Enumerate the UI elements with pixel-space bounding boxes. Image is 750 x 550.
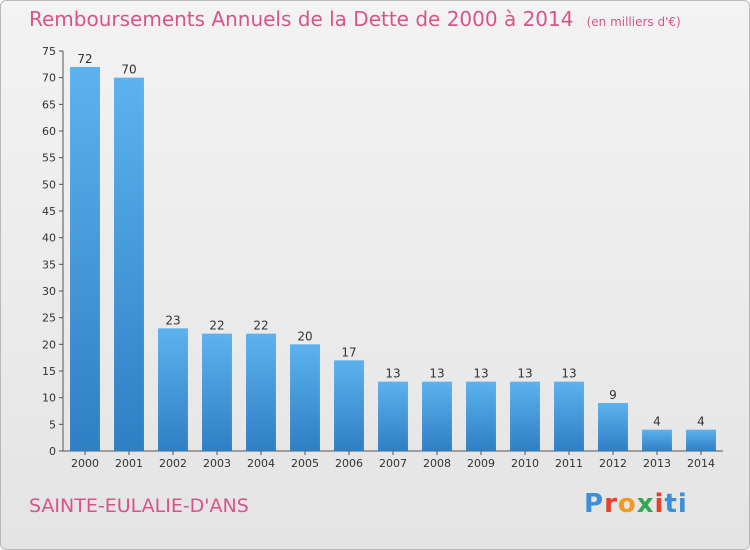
bar <box>598 403 628 451</box>
y-tick-label: 20 <box>42 338 56 351</box>
y-tick-label: 10 <box>42 392 56 405</box>
bar <box>290 344 320 451</box>
data-label: 13 <box>385 367 400 381</box>
x-tick-label: 2010 <box>511 457 539 470</box>
chart-title: Remboursements Annuels de la Dette de 20… <box>29 7 681 31</box>
data-label: 20 <box>297 329 312 343</box>
data-label: 13 <box>561 367 576 381</box>
data-label: 4 <box>653 415 661 429</box>
bar <box>466 381 496 451</box>
y-tick-label: 75 <box>42 45 56 58</box>
bar <box>70 67 100 451</box>
x-tick-label: 2008 <box>423 457 451 470</box>
data-label: 13 <box>429 367 444 381</box>
data-label: 13 <box>473 367 488 381</box>
y-tick-label: 55 <box>42 152 56 165</box>
x-tick-label: 2007 <box>379 457 407 470</box>
chart-unit-note: (en milliers d'€) <box>586 15 681 29</box>
y-tick-label: 5 <box>49 418 56 431</box>
logo-letter: x <box>636 489 655 519</box>
bar <box>686 429 716 451</box>
y-tick-label: 45 <box>42 205 56 218</box>
bar <box>422 381 452 451</box>
bar <box>158 328 188 451</box>
data-label: 9 <box>609 388 617 402</box>
x-tick-label: 2003 <box>203 457 231 470</box>
y-tick-label: 0 <box>49 445 56 458</box>
x-tick-label: 2011 <box>555 457 583 470</box>
chart-title-text: Remboursements Annuels de la Dette de 20… <box>29 7 574 31</box>
bar <box>642 429 672 451</box>
data-label: 22 <box>253 319 268 333</box>
y-tick-label: 50 <box>42 178 56 191</box>
logo-letter: o <box>617 489 637 519</box>
data-label: 22 <box>209 319 224 333</box>
bar <box>510 381 540 451</box>
data-label: 23 <box>165 313 180 327</box>
data-label: 13 <box>517 367 532 381</box>
bar <box>114 77 144 452</box>
x-tick-label: 2004 <box>247 457 275 470</box>
y-tick-label: 25 <box>42 312 56 325</box>
y-tick-label: 35 <box>42 258 56 271</box>
data-label: 72 <box>77 52 92 66</box>
y-tick-label: 40 <box>42 232 56 245</box>
data-label: 4 <box>697 415 705 429</box>
logo-letter: ti <box>664 489 688 519</box>
x-tick-label: 2013 <box>643 457 671 470</box>
y-tick-label: 65 <box>42 98 56 111</box>
data-label: 70 <box>121 63 136 77</box>
x-tick-label: 2014 <box>687 457 715 470</box>
bar <box>202 333 232 451</box>
bar <box>334 360 364 451</box>
x-tick-label: 2009 <box>467 457 495 470</box>
bar <box>554 381 584 451</box>
x-tick-label: 2006 <box>335 457 363 470</box>
y-tick-label: 70 <box>42 72 56 85</box>
y-tick-label: 30 <box>42 285 56 298</box>
data-label: 17 <box>341 345 356 359</box>
logo-letter: r <box>604 489 618 519</box>
logo-letter: P <box>584 489 605 519</box>
y-tick-label: 15 <box>42 365 56 378</box>
bar <box>378 381 408 451</box>
x-tick-label: 2001 <box>115 457 143 470</box>
commune-name: SAINTE-EULALIE-D'ANS <box>29 495 249 517</box>
x-tick-label: 2005 <box>291 457 319 470</box>
logo-letter: i <box>654 489 665 519</box>
x-tick-label: 2000 <box>71 457 99 470</box>
x-tick-label: 2002 <box>159 457 187 470</box>
y-tick-label: 60 <box>42 125 56 138</box>
bar <box>246 333 276 451</box>
x-tick-label: 2012 <box>599 457 627 470</box>
proxiti-logo: Proxiti <box>584 489 688 519</box>
